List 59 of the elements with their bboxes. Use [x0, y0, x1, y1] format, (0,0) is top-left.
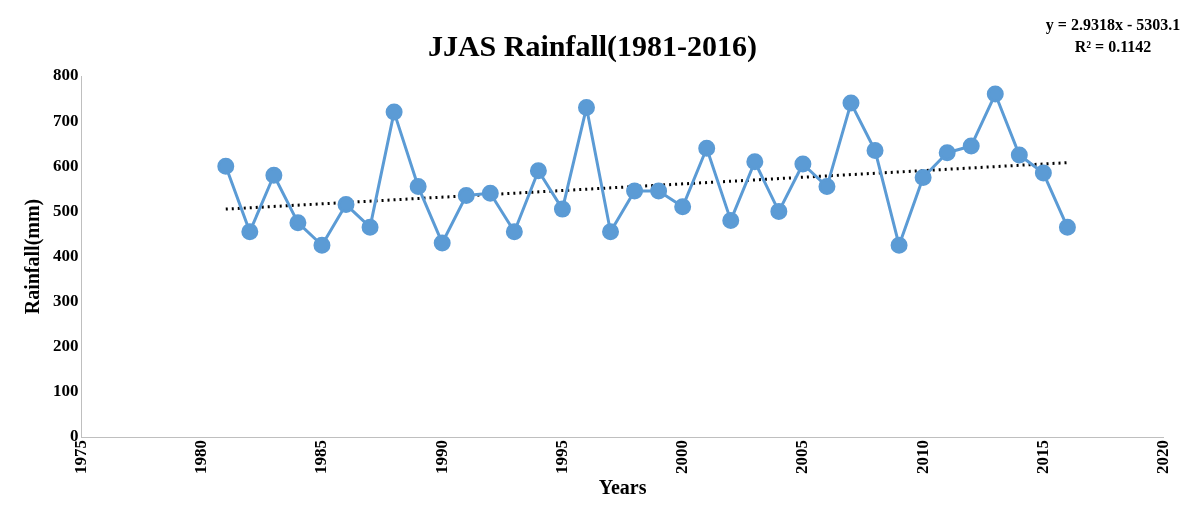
- point: [962, 137, 980, 155]
- point: [650, 182, 668, 200]
- y-tick-label: 100: [53, 381, 79, 401]
- point: [1010, 146, 1028, 164]
- x-axis-title: Years: [598, 476, 647, 499]
- y-tick-label: 600: [53, 155, 79, 175]
- point: [241, 223, 259, 241]
- x-tick-label: 2010: [912, 440, 932, 474]
- x-tick-label: 1990: [431, 440, 451, 474]
- point: [529, 162, 547, 180]
- point: [794, 155, 812, 173]
- point: [313, 236, 331, 254]
- point: [746, 153, 764, 171]
- point: [818, 178, 836, 196]
- x-tick-label: 1975: [70, 440, 90, 474]
- point: [265, 166, 283, 184]
- y-tick-label: 800: [53, 65, 79, 85]
- point: [626, 182, 644, 200]
- text: y = 2.9318x - 5303.1: [1045, 16, 1181, 34]
- point: [1034, 164, 1052, 182]
- x-tick-label: 2015: [1032, 440, 1052, 474]
- point: [770, 202, 788, 220]
- x-tick-label: 2020: [1152, 440, 1172, 474]
- point: [553, 200, 571, 218]
- point: [337, 196, 355, 214]
- point: [842, 94, 860, 112]
- point: [457, 187, 475, 205]
- y-tick-label: 300: [53, 291, 79, 311]
- point: [890, 236, 908, 254]
- y-tick-label: 700: [53, 110, 79, 130]
- point: [409, 178, 427, 196]
- x-tick-label: 1985: [311, 440, 331, 474]
- point: [914, 169, 932, 187]
- x-tick-label: 1980: [191, 440, 211, 474]
- y-axis-title: Rainfall(mm): [21, 198, 45, 315]
- point: [289, 214, 307, 232]
- x-tick-label: 2000: [672, 440, 692, 474]
- point: [986, 85, 1004, 103]
- point: [361, 218, 379, 236]
- point: [938, 144, 956, 162]
- point: [602, 223, 620, 241]
- point: [866, 141, 884, 159]
- point: [577, 99, 595, 117]
- point: [722, 211, 740, 229]
- point: [698, 139, 716, 157]
- point: [217, 157, 235, 175]
- chart-title: JJAS Rainfall(1981-2016): [427, 28, 758, 63]
- y-tick-label: 500: [53, 200, 79, 220]
- point: [1058, 218, 1076, 236]
- point: [385, 103, 403, 121]
- y-tick-label: 400: [53, 245, 79, 265]
- point: [481, 184, 499, 202]
- point: [674, 198, 692, 216]
- y-tick-label: 200: [53, 336, 79, 356]
- point: [505, 223, 523, 241]
- point: [433, 234, 451, 252]
- x-tick-label: 2005: [792, 440, 812, 474]
- text: R² = 0.1142: [1074, 38, 1152, 55]
- x-tick-label: 1995: [551, 440, 571, 474]
